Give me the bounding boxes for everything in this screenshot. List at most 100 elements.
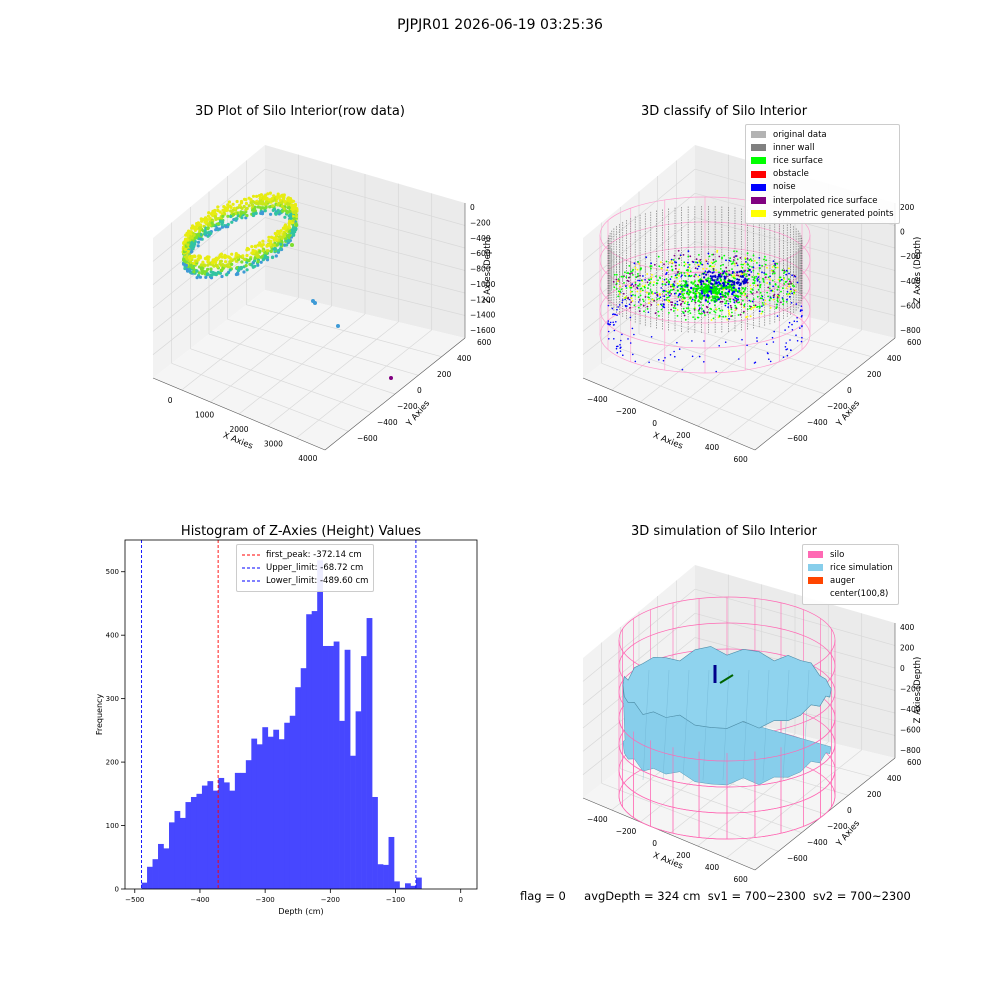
- classify-surface-point: [767, 295, 769, 298]
- classify-surface-point: [713, 265, 715, 268]
- raw-point: [251, 200, 255, 204]
- histogram-legend-item: Upper_limit: -68.72 cm: [242, 561, 368, 574]
- classify-surface-point: [729, 300, 732, 303]
- classify-surface-point: [790, 282, 792, 285]
- classify-noise-point: [669, 354, 672, 356]
- classify-noise-cluster-point: [722, 272, 725, 275]
- raw-point: [216, 205, 220, 209]
- classify-surface-point: [617, 278, 620, 280]
- classify-surface-point: [753, 282, 756, 284]
- classify-surface-point: [718, 271, 720, 274]
- classify-surface-point: [637, 296, 640, 298]
- classify-surface-point: [735, 297, 738, 300]
- classify-noise-point: [615, 347, 618, 350]
- classify-surface-point: [665, 299, 668, 301]
- classify-cluster-point: [724, 286, 727, 289]
- classify-cluster-point: [697, 285, 700, 288]
- raw-point: [220, 274, 224, 279]
- classify-surface-point: [754, 304, 757, 307]
- legend-label: rice simulation: [830, 562, 893, 573]
- classify-surface-point: [629, 272, 631, 275]
- classify-surface-point: [743, 294, 746, 297]
- classify-noise-point: [691, 340, 693, 342]
- classify-surface-point: [663, 306, 666, 309]
- classify-surface-point: [783, 272, 785, 274]
- histogram-bar: [278, 739, 285, 889]
- classify-surface-point: [730, 274, 733, 276]
- classify-surface-point: [698, 312, 700, 315]
- classify-surface-point: [631, 300, 634, 302]
- legend-line-swatch: [242, 554, 260, 556]
- classify-surface-point: [759, 286, 761, 289]
- classify-surface-point: [733, 263, 736, 265]
- classify-noise-point: [658, 359, 660, 361]
- histogram-bar: [262, 727, 269, 889]
- classify-surface-point: [632, 294, 634, 296]
- classify-surface-point: [736, 274, 738, 277]
- classify-surface-point: [663, 263, 665, 266]
- classify-noise-point: [664, 357, 666, 359]
- classify-surface-point: [671, 283, 674, 286]
- raw-point: [294, 209, 298, 213]
- classify-surface-point: [722, 295, 724, 298]
- classify-surface-point: [723, 254, 726, 257]
- histogram-bar: [355, 711, 362, 889]
- raw-point: [274, 232, 279, 237]
- raw-point: [197, 271, 201, 275]
- raw-point: [206, 227, 210, 231]
- classify-noise-cluster-point: [710, 282, 713, 285]
- classify-noise-cluster-point: [705, 273, 708, 276]
- classify-surface-point: [779, 279, 781, 282]
- histogram-bar: [201, 785, 208, 889]
- classify-surface-point: [671, 269, 674, 272]
- simulation-y-tick-label: 0: [847, 806, 852, 815]
- classify-surface-point: [743, 310, 745, 313]
- raw-point: [246, 258, 250, 262]
- classify-surface-point: [758, 305, 761, 308]
- histogram-legend-item: Lower_limit: -489.60 cm: [242, 574, 368, 587]
- classify-surface-point: [745, 275, 748, 278]
- raw-point: [269, 235, 274, 239]
- classify-surface-point: [682, 307, 685, 310]
- classify-surface-point: [705, 267, 708, 270]
- raw-point: [253, 245, 257, 249]
- histogram-x-tick-label: −200: [321, 896, 340, 904]
- raw-point: [229, 214, 233, 219]
- classify-noise-point: [801, 336, 803, 339]
- classify-surface-point: [665, 290, 668, 293]
- classify-cluster-point: [703, 292, 706, 295]
- raw-outlier-point: [389, 376, 393, 380]
- classify-surface-point: [769, 283, 771, 285]
- raw-point: [280, 194, 284, 198]
- classify-surface-point: [648, 302, 650, 305]
- classify-surface-point: [665, 281, 668, 284]
- classify-surface-point: [773, 294, 775, 297]
- classify-noise-cluster-point: [723, 275, 726, 278]
- classify-cluster-point: [699, 293, 702, 296]
- classify-surface-point: [788, 283, 791, 285]
- histogram-chart: −500 −400 −300 −200 −100 0 0 100 200 300 400 500 Dep…: [95, 539, 478, 916]
- classify-surface-point: [732, 294, 735, 297]
- raw-outlier-point: [336, 324, 340, 328]
- classify-surface-point: [648, 292, 650, 295]
- classify-surface-point: [721, 257, 723, 260]
- histogram-bar: [273, 729, 280, 889]
- raw-point: [221, 214, 225, 218]
- classify-surface-point: [770, 297, 772, 300]
- classify-noise-point: [786, 348, 789, 350]
- classify-surface-point: [693, 307, 696, 310]
- classify-cluster-point: [732, 290, 736, 293]
- histogram-x-tick-label: −100: [386, 896, 405, 904]
- classify-noise-point: [771, 336, 774, 339]
- classify-surface-point: [646, 291, 648, 294]
- classify-surface-point: [688, 309, 691, 312]
- raw-point: [276, 192, 280, 196]
- raw-point: [215, 264, 219, 268]
- classify-surface-point: [642, 304, 645, 307]
- classify-surface-point: [671, 289, 674, 291]
- raw-point: [226, 222, 230, 227]
- classify-surface-point: [661, 280, 664, 283]
- histogram-bar: [361, 656, 367, 889]
- classify-cluster-point: [732, 286, 735, 289]
- classify-surface-point: [687, 311, 689, 313]
